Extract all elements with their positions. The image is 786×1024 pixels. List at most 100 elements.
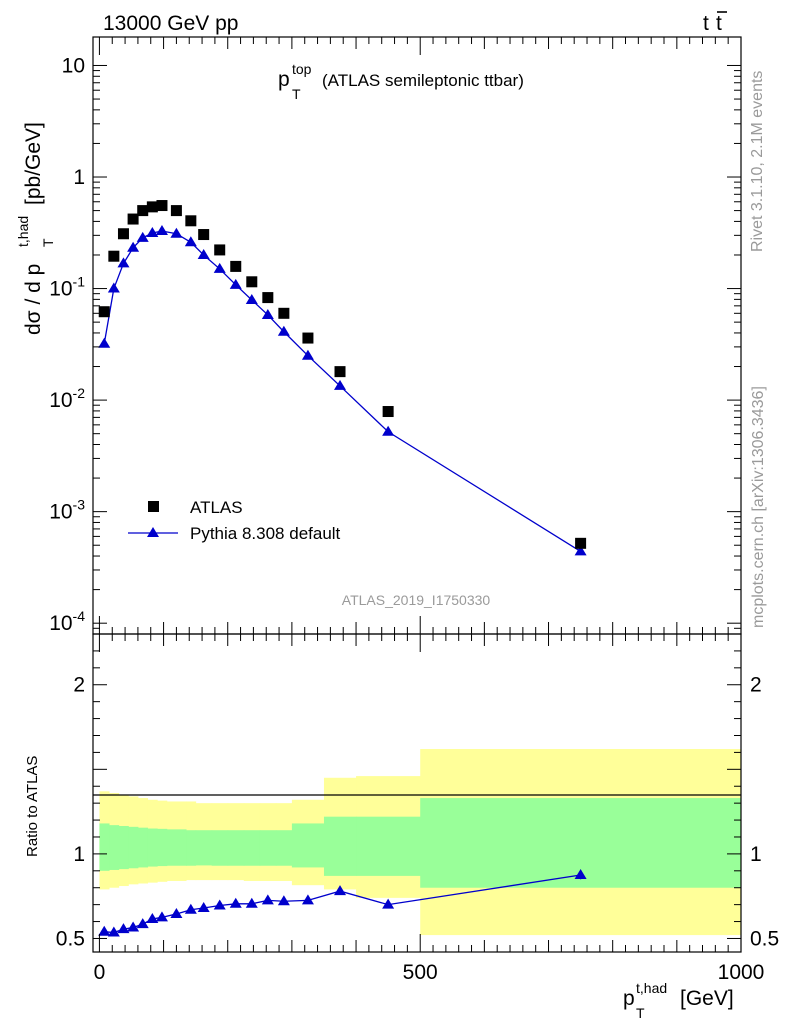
pythia-point <box>229 278 242 289</box>
pythia-point <box>574 545 587 556</box>
pythia-point <box>136 231 149 242</box>
ylabel-sup: t,had <box>15 216 31 247</box>
legend-label-pythia: Pythia 8.308 default <box>190 524 341 543</box>
atlas-point <box>278 307 290 319</box>
legend-marker-pythia <box>147 527 159 537</box>
y-tick-label: 10-1 <box>49 274 85 301</box>
atlas-point <box>156 200 168 212</box>
ratio-band-inner-bin <box>243 830 261 866</box>
atlas-point <box>246 276 258 288</box>
ratio-y-tick-label-left: 0.5 <box>56 927 85 950</box>
ratio-band-inner-bin <box>291 823 325 868</box>
atlas-point <box>170 205 182 217</box>
y-tick-label-base: 10 <box>49 501 72 524</box>
atlas-point <box>117 228 129 240</box>
ratio-point <box>197 902 210 913</box>
atlas-point <box>575 537 587 549</box>
atlas-point <box>382 406 394 418</box>
legend: ATLAS Pythia 8.308 default <box>128 498 341 543</box>
pythia-point <box>117 257 130 268</box>
ratio-y-tick-label-left: 2 <box>73 674 85 697</box>
pythia-point <box>301 349 314 360</box>
ratio-y-tick-label-right: 0.5 <box>750 927 779 950</box>
title-sup: top <box>292 61 312 77</box>
ratio-point <box>155 911 168 922</box>
ratio-point <box>117 923 130 934</box>
mcplots-label: mcplots.cern.ch [arXiv:1306.3436] <box>750 386 767 628</box>
y-tick-label-base: 10 <box>49 389 72 412</box>
y-tick-label: 10-2 <box>49 385 85 412</box>
x-tick-label: 0 <box>94 961 106 984</box>
ratio-band-inner-bin <box>323 816 357 876</box>
atlas-point <box>230 260 242 272</box>
ratio-band-inner-bin <box>128 826 139 869</box>
ratio-point <box>261 894 274 905</box>
y-tick-label: 10-4 <box>49 608 85 635</box>
ratio-band-inner-bin <box>118 825 129 870</box>
pythia-series-line <box>103 230 581 552</box>
ratio-point <box>170 907 183 918</box>
ratio-band-inner-bin <box>195 830 213 866</box>
y-tick-label-exponent: -4 <box>73 608 86 624</box>
ratio-y-tick-label-right: 2 <box>750 674 762 697</box>
atlas-point <box>302 332 314 344</box>
ratio-band-inner-bin <box>166 829 187 866</box>
ylabel-suffix: [pb/GeV] <box>22 122 45 205</box>
ratio-band-inner-bin <box>109 825 120 870</box>
legend-marker-atlas <box>148 501 159 512</box>
main-data-layer <box>98 200 587 556</box>
ylabel-sub: T <box>40 238 56 247</box>
ratio-uncertainty-bands <box>99 749 742 936</box>
main-title: p top T (ATLAS semileptonic ttbar) <box>278 61 524 102</box>
ratio-point <box>127 921 140 932</box>
xlabel-sup: t,had <box>636 980 667 996</box>
ratio-point <box>213 899 226 910</box>
ratio-band-inner-bin <box>259 830 277 866</box>
x-tick-label: 1000 <box>718 961 765 984</box>
ratio-plot-frame <box>92 633 742 953</box>
pythia-point <box>261 308 274 319</box>
main-y-axis-label: dσ / d p t,had T [pb/GeV] <box>15 122 56 335</box>
process-t-label: t <box>703 12 709 35</box>
ratio-band-inner-bin <box>99 823 110 871</box>
analysis-watermark: ATLAS_2019_I1750330 <box>342 592 491 608</box>
xlabel-suffix: [GeV] <box>680 987 734 1010</box>
ratio-point <box>334 885 347 896</box>
header-process-label: t t <box>703 11 727 35</box>
ratio-y-tick-label-left: 1 <box>73 843 85 866</box>
ylabel-prefix: dσ / d p <box>22 264 45 335</box>
atlas-point <box>214 244 226 256</box>
ratio-point <box>146 913 159 924</box>
ratio-band-inner-bin <box>356 816 421 876</box>
ratio-point <box>382 898 395 909</box>
atlas-point <box>198 229 210 241</box>
title-rest: (ATLAS semileptonic ttbar) <box>322 71 524 90</box>
ratio-tick-marks: 0 500 1000 0.5 0.5 1 1 2 2 <box>56 634 779 984</box>
ratio-point <box>136 918 149 929</box>
process-tbar-label: t <box>716 12 722 35</box>
ratio-point <box>277 895 290 906</box>
ratio-band-inner-bin <box>227 830 245 866</box>
atlas-point <box>137 205 149 217</box>
ratio-y-axis-label: Ratio to ATLAS <box>24 756 41 857</box>
atlas-point <box>108 250 120 262</box>
xlabel-base: p <box>623 987 635 1010</box>
pythia-point <box>170 227 183 238</box>
y-tick-label: 1 <box>73 166 85 189</box>
ratio-band-inner-bin <box>157 828 168 867</box>
ratio-band-inner-bin <box>211 830 229 866</box>
ratio-point <box>107 926 120 937</box>
pythia-point <box>127 241 140 252</box>
title-base: p <box>278 68 290 91</box>
ratio-point <box>301 894 314 905</box>
atlas-point <box>334 366 346 378</box>
pythia-point <box>107 282 120 293</box>
x-tick-label: 500 <box>403 961 438 984</box>
y-tick-label-exponent: -2 <box>73 385 86 401</box>
ratio-data-layer <box>98 869 587 937</box>
pythia-point <box>382 425 395 436</box>
title-sub: T <box>292 86 301 102</box>
pythia-point <box>334 379 347 390</box>
ratio-band-inner-bin <box>137 827 149 868</box>
pythia-point <box>277 325 290 336</box>
